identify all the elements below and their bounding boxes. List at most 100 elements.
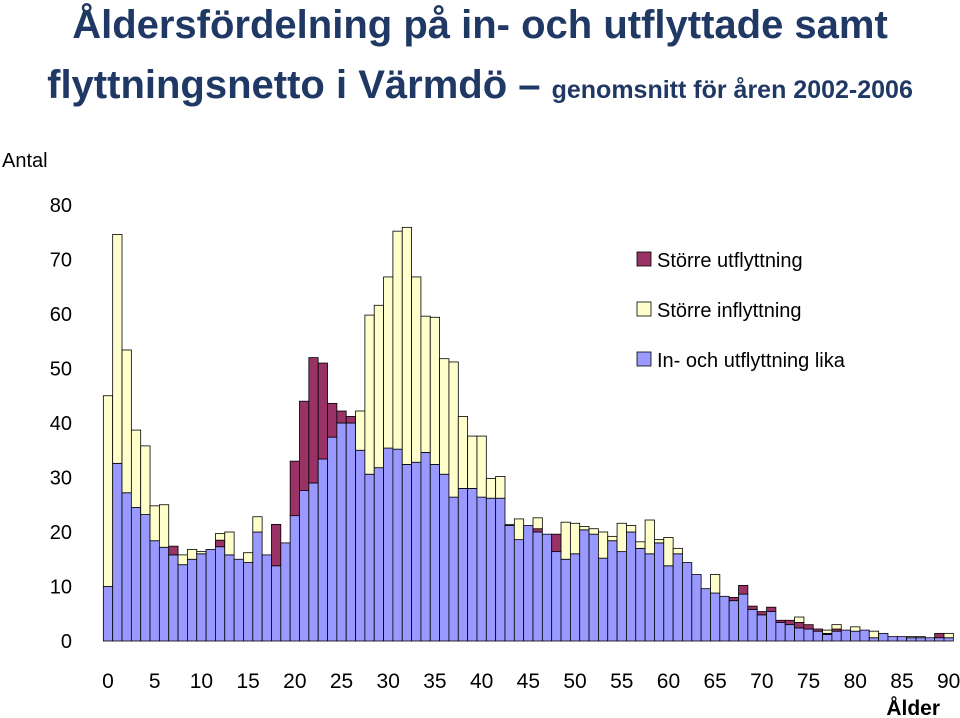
x-tick-label: 30 bbox=[377, 670, 400, 693]
bar-segment-series-2 bbox=[420, 315, 431, 453]
bar-segment-series-0 bbox=[747, 608, 758, 642]
bar-segment-series-2 bbox=[411, 276, 422, 463]
bar-segment-series-1 bbox=[327, 402, 338, 438]
bar-segment-series-0 bbox=[158, 546, 170, 642]
bar-segment-series-0 bbox=[224, 554, 235, 642]
bar-segment-series-1 bbox=[168, 545, 179, 556]
legend-swatch bbox=[636, 301, 652, 317]
bar-segment-series-0 bbox=[569, 553, 581, 642]
y-tick-label: 70 bbox=[50, 250, 72, 272]
x-tick-label: 60 bbox=[657, 670, 680, 693]
bar-segment-series-2 bbox=[598, 531, 609, 559]
bar-segment-series-1 bbox=[934, 632, 945, 639]
legend-swatch bbox=[636, 251, 652, 267]
legend-label: Större utflyttning bbox=[657, 250, 803, 272]
bar-segment-series-0 bbox=[401, 464, 412, 642]
chart-subtitle: genomsnitt för åren 2002-2006 bbox=[551, 76, 913, 104]
bar-segment-series-0 bbox=[728, 600, 739, 642]
bar-segment-series-0 bbox=[429, 464, 441, 642]
bar-segment-series-0 bbox=[822, 634, 833, 642]
bar-segment-series-2 bbox=[467, 435, 478, 489]
bar-segment-series-0 bbox=[784, 624, 795, 642]
bar-segment-series-2 bbox=[149, 505, 160, 542]
bar-segment-series-2 bbox=[626, 525, 637, 533]
bar-segment-series-2 bbox=[392, 230, 403, 450]
bar-segment-series-0 bbox=[812, 630, 823, 642]
y-tick-label: 50 bbox=[50, 359, 72, 381]
bar-segment-series-2 bbox=[112, 234, 123, 464]
bar-segment-series-0 bbox=[233, 558, 244, 642]
bar-segment-series-0 bbox=[448, 496, 459, 642]
bar-segment-series-0 bbox=[906, 637, 917, 642]
bar-segment-series-0 bbox=[775, 622, 786, 642]
x-tick-label: 75 bbox=[797, 670, 820, 693]
y-tick-label: 60 bbox=[50, 304, 72, 326]
bar-segment-series-0 bbox=[541, 533, 553, 642]
bar-segment-series-0 bbox=[943, 637, 954, 642]
legend-label: Större inflyttning bbox=[657, 300, 802, 322]
bar-segment-series-0 bbox=[682, 562, 693, 642]
legend-label: In- och utflyttning lika bbox=[657, 350, 846, 372]
y-tick-label: 0 bbox=[61, 631, 72, 653]
bar-segment-series-0 bbox=[364, 473, 375, 642]
bar-segment-series-0 bbox=[243, 562, 254, 642]
bar-segment-series-0 bbox=[607, 540, 618, 642]
bar-segment-series-0 bbox=[467, 487, 478, 642]
bar-segment-series-0 bbox=[915, 637, 926, 642]
x-tick-label: 50 bbox=[563, 670, 586, 693]
bar-segment-series-2 bbox=[654, 539, 665, 544]
bar-segment-series-0 bbox=[868, 637, 880, 642]
bar-segment-series-0 bbox=[327, 436, 338, 642]
bar-segment-series-1 bbox=[271, 523, 282, 567]
bar-segment-series-0 bbox=[317, 458, 328, 642]
bar-segment-series-0 bbox=[261, 554, 272, 642]
bar-segment-series-2 bbox=[439, 358, 450, 475]
bar-segment-series-2 bbox=[607, 535, 618, 542]
bar-segment-series-2 bbox=[710, 574, 721, 594]
bar-segment-series-0 bbox=[700, 588, 711, 642]
bar-segment-series-2 bbox=[429, 316, 441, 465]
bar-segment-series-0 bbox=[850, 630, 861, 642]
bar-segment-series-0 bbox=[654, 542, 665, 642]
bar-segment-series-1 bbox=[317, 362, 328, 460]
bar-segment-series-2 bbox=[616, 522, 627, 553]
bar-segment-series-1 bbox=[728, 597, 739, 602]
bar-segment-series-2 bbox=[373, 304, 384, 469]
x-tick-label: 15 bbox=[236, 670, 259, 693]
bar-segment-series-0 bbox=[308, 482, 319, 642]
bar-segment-series-0 bbox=[336, 422, 347, 642]
bar-segment-series-1 bbox=[775, 619, 786, 623]
y-tick-labels: 0 10 20 30 40 50 60 70 80 bbox=[50, 195, 72, 653]
bar-segment-series-0 bbox=[616, 551, 627, 642]
bar-segment-series-0 bbox=[756, 614, 767, 642]
bar-segment-series-1 bbox=[551, 533, 562, 553]
x-tick-label: 0 bbox=[102, 670, 114, 693]
bar-segment-series-2 bbox=[243, 552, 254, 563]
bar-segment-series-0 bbox=[672, 553, 683, 642]
bar-segment-series-2 bbox=[355, 410, 366, 451]
x-tick-label: 40 bbox=[470, 670, 493, 693]
x-tick-label: 10 bbox=[190, 670, 213, 693]
bar-segment-series-0 bbox=[766, 611, 777, 642]
bar-segment-series-0 bbox=[121, 492, 132, 642]
bar-segment-series-0 bbox=[859, 629, 870, 642]
bar-segment-series-0 bbox=[626, 531, 637, 642]
bar-segment-series-0 bbox=[476, 496, 487, 642]
bar-segment-series-0 bbox=[439, 473, 450, 642]
bar-segment-series-0 bbox=[140, 514, 151, 642]
y-axis-label: Antal bbox=[2, 150, 48, 172]
bar-segment-series-1 bbox=[308, 357, 319, 484]
bar-segment-series-1 bbox=[215, 539, 226, 548]
bar-segment-series-2 bbox=[364, 314, 375, 475]
bar-segment-series-2 bbox=[850, 626, 861, 632]
bar-segment-series-0 bbox=[196, 553, 207, 642]
x-tick-label: 25 bbox=[330, 670, 353, 693]
bar-segment-series-2 bbox=[196, 551, 207, 555]
bar-segment-series-0 bbox=[794, 627, 805, 642]
bar-segment-series-2 bbox=[794, 616, 805, 623]
bar-segment-series-0 bbox=[187, 558, 198, 642]
bar-segment-series-2 bbox=[215, 533, 226, 541]
bar-segment-series-0 bbox=[560, 558, 571, 642]
bar-segment-series-2 bbox=[140, 445, 151, 515]
bar-segment-series-2 bbox=[644, 519, 655, 555]
